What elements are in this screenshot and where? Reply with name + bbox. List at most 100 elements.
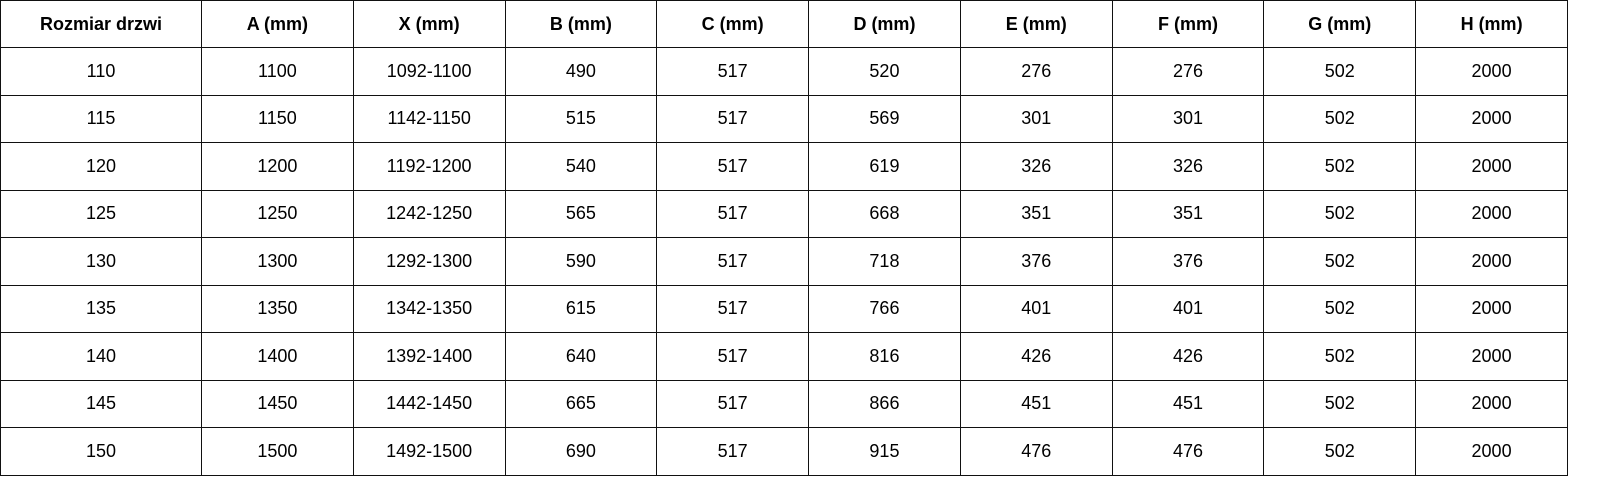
table-cell: 517 <box>656 47 810 96</box>
table-cell: 517 <box>656 332 810 381</box>
table-cell: 619 <box>808 142 961 191</box>
table-row: 110 1100 1092-1100 490 517 520 276 276 502 2000 <box>0 47 1568 96</box>
table-cell: 276 <box>959 47 1113 96</box>
table-cell: 140 <box>0 332 202 381</box>
table-cell: 2000 <box>1415 47 1568 96</box>
table-cell: 517 <box>656 189 810 238</box>
table-cell: 615 <box>504 284 658 333</box>
table-cell: 502 <box>1263 94 1417 143</box>
column-header: X (mm) <box>352 0 506 48</box>
table-cell: 517 <box>656 379 810 428</box>
table-cell: 520 <box>808 47 961 96</box>
table-cell: 569 <box>808 94 961 143</box>
table-cell: 351 <box>959 189 1113 238</box>
column-header: D (mm) <box>808 0 961 48</box>
table-cell: 150 <box>0 427 202 476</box>
table-cell: 1292-1300 <box>352 237 506 286</box>
table-cell: 1392-1400 <box>352 332 506 381</box>
table-cell: 915 <box>808 427 961 476</box>
table-cell: 2000 <box>1415 427 1568 476</box>
table-cell: 517 <box>656 94 810 143</box>
table-cell: 1450 <box>201 379 354 428</box>
table-cell: 1350 <box>201 284 354 333</box>
table-cell: 110 <box>0 47 202 96</box>
table-cell: 515 <box>504 94 658 143</box>
table-cell: 502 <box>1263 47 1417 96</box>
table-cell: 135 <box>0 284 202 333</box>
table-cell: 2000 <box>1415 284 1568 333</box>
table-cell: 115 <box>0 94 202 143</box>
table-cell: 326 <box>959 142 1113 191</box>
table-cell: 590 <box>504 237 658 286</box>
table-cell: 490 <box>504 47 658 96</box>
table-cell: 1150 <box>201 94 354 143</box>
table-cell: 502 <box>1263 427 1417 476</box>
table-cell: 502 <box>1263 142 1417 191</box>
table-cell: 1300 <box>201 237 354 286</box>
table-cell: 276 <box>1111 47 1265 96</box>
table-cell: 690 <box>504 427 658 476</box>
table-cell: 326 <box>1111 142 1265 191</box>
table-cell: 1442-1450 <box>352 379 506 428</box>
table-cell: 718 <box>808 237 961 286</box>
table-cell: 451 <box>1111 379 1265 428</box>
table-cell: 502 <box>1263 237 1417 286</box>
table-cell: 766 <box>808 284 961 333</box>
table-cell: 2000 <box>1415 94 1568 143</box>
table-cell: 1192-1200 <box>352 142 506 191</box>
table-cell: 1250 <box>201 189 354 238</box>
table-cell: 502 <box>1263 332 1417 381</box>
table-cell: 665 <box>504 379 658 428</box>
column-header: E (mm) <box>959 0 1113 48</box>
column-header: B (mm) <box>504 0 658 48</box>
table-cell: 125 <box>0 189 202 238</box>
table-cell: 1092-1100 <box>352 47 506 96</box>
table-cell: 301 <box>959 94 1113 143</box>
table-row: 125 1250 1242-1250 565 517 668 351 351 502 2000 <box>0 189 1568 238</box>
table-cell: 120 <box>0 142 202 191</box>
table-row: 150 1500 1492-1500 690 517 915 476 476 502 2000 <box>0 427 1568 476</box>
table-cell: 502 <box>1263 189 1417 238</box>
table-cell: 145 <box>0 379 202 428</box>
table-cell: 517 <box>656 284 810 333</box>
table-cell: 1242-1250 <box>352 189 506 238</box>
table-cell: 130 <box>0 237 202 286</box>
table-cell: 376 <box>1111 237 1265 286</box>
table-cell: 565 <box>504 189 658 238</box>
column-header: A (mm) <box>201 0 354 48</box>
table-cell: 517 <box>656 427 810 476</box>
table-row: 145 1450 1442-1450 665 517 866 451 451 502 2000 <box>0 379 1568 428</box>
table-cell: 540 <box>504 142 658 191</box>
table-cell: 2000 <box>1415 332 1568 381</box>
column-header: Rozmiar drzwi <box>0 0 202 48</box>
table-row: 135 1350 1342-1350 615 517 766 401 401 502 2000 <box>0 284 1568 333</box>
table-cell: 640 <box>504 332 658 381</box>
column-header: C (mm) <box>656 0 810 48</box>
column-header: H (mm) <box>1415 0 1568 48</box>
table-row: 115 1150 1142-1150 515 517 569 301 301 502 2000 <box>0 94 1568 143</box>
table-cell: 426 <box>959 332 1113 381</box>
table-cell: 517 <box>656 237 810 286</box>
table-cell: 401 <box>1111 284 1265 333</box>
table-cell: 1142-1150 <box>352 94 506 143</box>
table-cell: 351 <box>1111 189 1265 238</box>
table-cell: 1500 <box>201 427 354 476</box>
table-cell: 866 <box>808 379 961 428</box>
table-cell: 502 <box>1263 379 1417 428</box>
table-cell: 1200 <box>201 142 354 191</box>
table-cell: 401 <box>959 284 1113 333</box>
table-cell: 668 <box>808 189 961 238</box>
table-row: 120 1200 1192-1200 540 517 619 326 326 502 2000 <box>0 142 1568 191</box>
table-cell: 816 <box>808 332 961 381</box>
table-cell: 476 <box>959 427 1113 476</box>
table-cell: 1100 <box>201 47 354 96</box>
table-cell: 1342-1350 <box>352 284 506 333</box>
table-cell: 502 <box>1263 284 1417 333</box>
table-cell: 1400 <box>201 332 354 381</box>
table-cell: 2000 <box>1415 237 1568 286</box>
table-cell: 451 <box>959 379 1113 428</box>
table-cell: 2000 <box>1415 189 1568 238</box>
door-dimensions-table: Rozmiar drzwi A (mm) X (mm) B (mm) C (mm) D (… <box>0 0 1568 476</box>
table-cell: 2000 <box>1415 379 1568 428</box>
table-cell: 2000 <box>1415 142 1568 191</box>
